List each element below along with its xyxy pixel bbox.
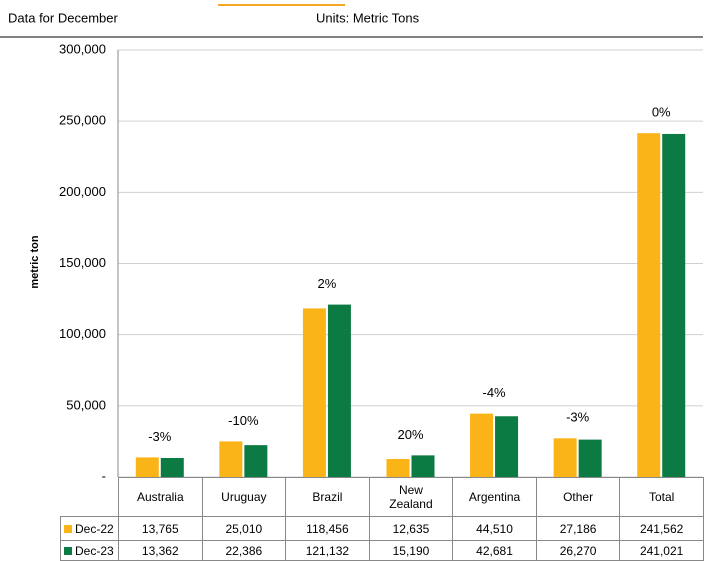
table-value: 241,562 — [619, 516, 704, 541]
legend-swatch — [64, 524, 72, 533]
category-cell: Uruguay — [201, 477, 287, 517]
table-value: 12,635 — [368, 516, 454, 541]
category-cell: Total — [619, 477, 704, 517]
bar — [578, 439, 602, 477]
change-label: 2% — [318, 276, 337, 291]
bar — [662, 133, 686, 477]
change-label: -4% — [483, 385, 507, 400]
change-label: -3% — [566, 410, 590, 425]
y-tick-label: 50,000 — [66, 397, 106, 412]
bar — [135, 457, 159, 477]
table-header-row: Australia Uruguay Brazil New Zealand Argenti… — [61, 477, 704, 517]
y-tick-label: 200,000 — [59, 184, 106, 199]
bar — [219, 441, 243, 477]
table-value: 13,362 — [118, 540, 203, 561]
category-cell: New Zealand — [368, 477, 454, 517]
table-value: 13,765 — [118, 516, 203, 541]
y-tick-label: 250,000 — [59, 113, 106, 128]
category-cell: Other — [535, 477, 621, 517]
table-value: 121,132 — [285, 540, 370, 561]
y-tick-label: 300,000 — [59, 41, 106, 56]
table-row: Dec-23 13,362 22,386 121,132 15,190 42,681 26,… — [60, 540, 704, 561]
legend-label: Dec-22 — [75, 521, 114, 536]
bar — [553, 438, 577, 477]
change-label: 0% — [652, 105, 671, 120]
table-value: 15,190 — [368, 540, 454, 561]
y-tick-label: 150,000 — [59, 255, 106, 270]
legend-swatch — [64, 546, 72, 555]
table-value: 25,010 — [201, 516, 287, 541]
y-axis-label: metric ton — [29, 235, 41, 288]
table-value: 241,021 — [619, 540, 704, 561]
bar — [302, 308, 326, 477]
bar — [637, 133, 661, 477]
bar — [327, 304, 351, 477]
table-value: 42,681 — [452, 540, 537, 561]
table-row: Dec-22 13,765 25,010 118,456 12,635 44,510 27,… — [60, 516, 704, 541]
data-table: Australia Uruguay Brazil New Zealand Argenti… — [60, 477, 704, 561]
bar — [411, 455, 435, 477]
bar — [160, 457, 184, 477]
table-value: 27,186 — [535, 516, 621, 541]
y-tick-label: - — [102, 468, 106, 483]
bar — [495, 416, 519, 477]
bar — [470, 413, 494, 477]
y-tick-label: 100,000 — [59, 326, 106, 341]
category-cell: Brazil — [285, 477, 370, 517]
table-value: 26,270 — [535, 540, 621, 561]
change-label: -10% — [228, 413, 259, 428]
change-label: -3% — [148, 429, 172, 444]
units-label: Units: Metric Tons — [316, 10, 420, 25]
legend-cell: Dec-23 — [60, 540, 119, 561]
table-value: 118,456 — [285, 516, 370, 541]
bar — [386, 459, 410, 477]
change-label: 20% — [397, 427, 423, 442]
blank-cell — [61, 478, 119, 517]
bar — [244, 445, 268, 477]
subtitle: Data for December — [8, 10, 118, 25]
table-value: 44,510 — [452, 516, 537, 541]
table-value: 22,386 — [201, 540, 287, 561]
category-cell: Argentina — [452, 477, 537, 517]
legend-label: Dec-23 — [75, 543, 114, 558]
legend-cell: Dec-22 — [60, 516, 119, 541]
category-cell: Australia — [118, 477, 203, 517]
